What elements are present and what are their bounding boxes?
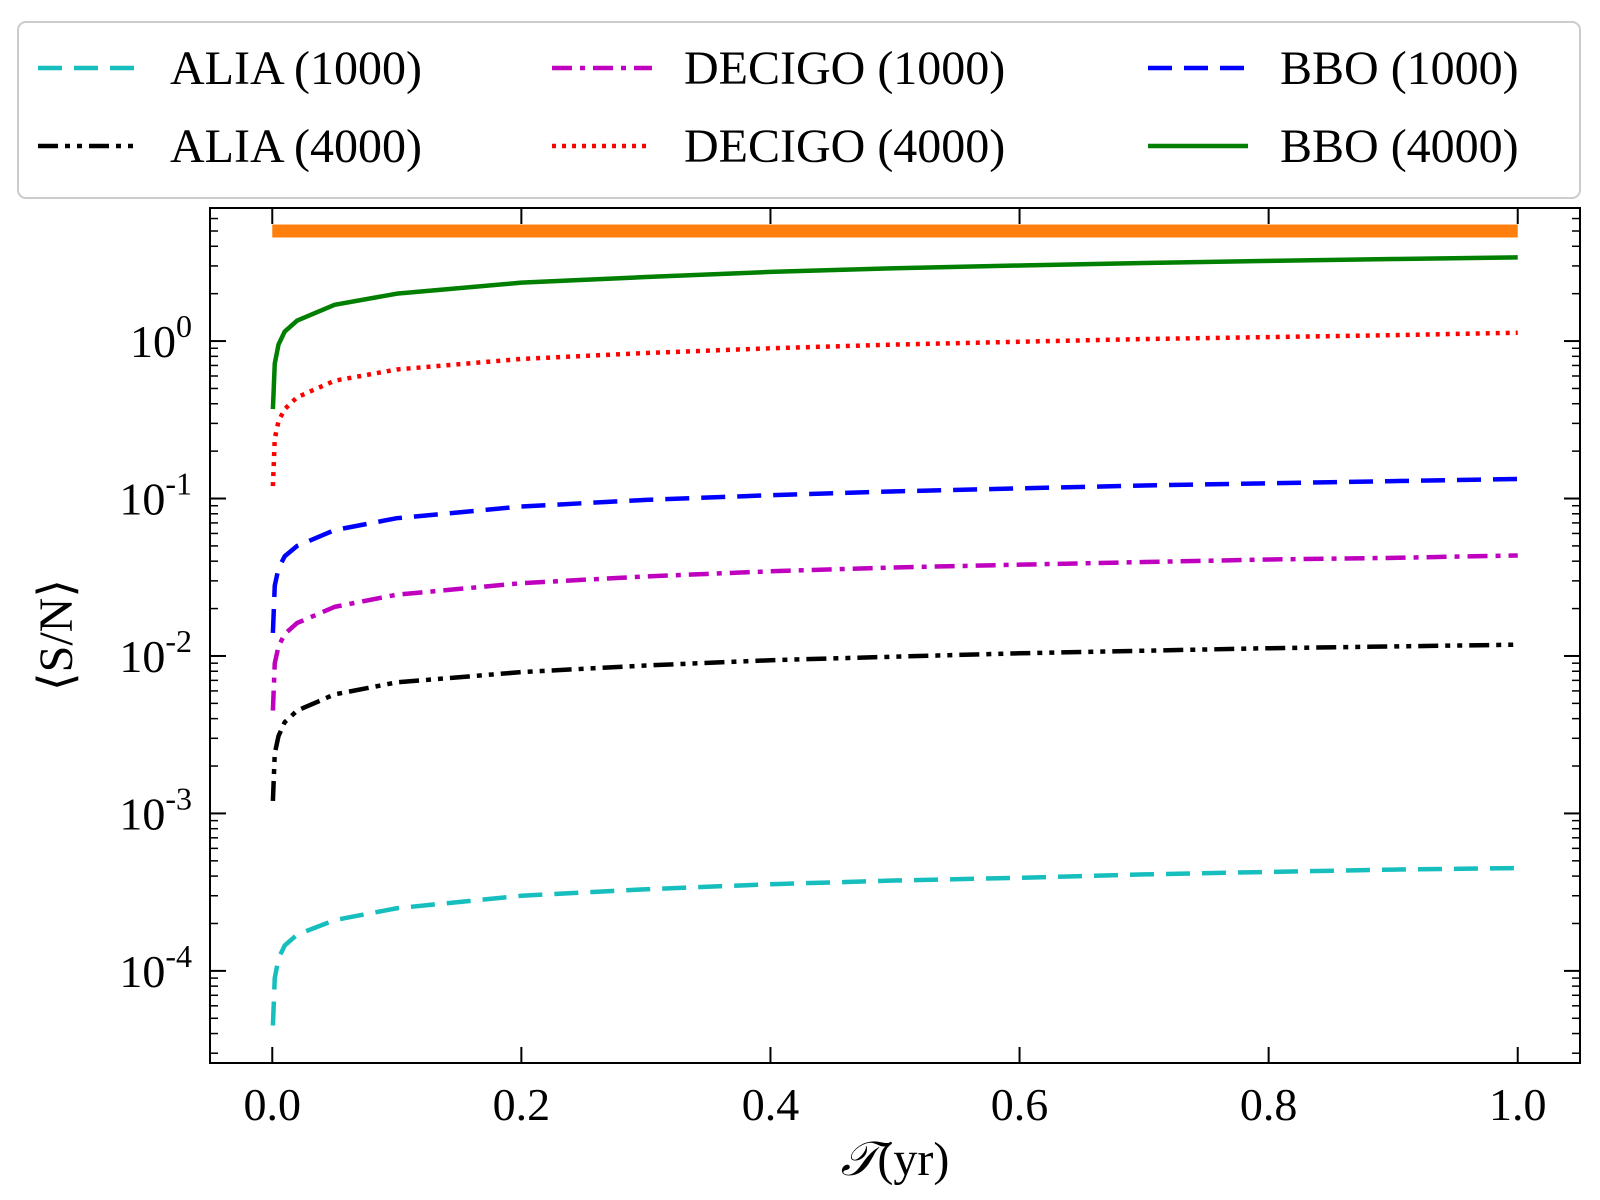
- x-tick-label: 0.0: [244, 1079, 302, 1130]
- y-axis-label: ⟨S/N⟩: [30, 579, 83, 691]
- y-tick-label: 10-2: [119, 623, 192, 682]
- y-tick-label: 10-1: [119, 466, 192, 525]
- series-line-2: [270, 553, 1518, 711]
- legend-label: ALIA (1000): [170, 42, 422, 95]
- legend-label: ALIA (4000): [170, 120, 422, 173]
- x-tick-label: 0.6: [991, 1079, 1049, 1130]
- legend-label: BBO (1000): [1280, 42, 1519, 95]
- x-tick-label: 1.0: [1489, 1079, 1547, 1130]
- series-line-4: [270, 476, 1518, 634]
- x-tick-label: 0.4: [742, 1079, 800, 1130]
- series-line-3: [270, 330, 1518, 487]
- y-tick-label: 100: [130, 308, 192, 367]
- legend-label: BBO (4000): [1280, 120, 1519, 173]
- series-line-1: [270, 642, 1518, 802]
- x-tick-label: 0.2: [493, 1079, 551, 1130]
- series-line-5: [270, 255, 1518, 410]
- y-tick-label: 10-4: [119, 938, 192, 997]
- legend-label: DECIGO (1000): [684, 42, 1005, 95]
- x-axis-unit: (yr): [877, 1133, 949, 1186]
- plot-frame: [209, 207, 1581, 1064]
- legend: ALIA (1000) ALIA (4000) DECIGO (1000) DECIG…: [17, 21, 1581, 199]
- x-tick-label: 0.8: [1240, 1079, 1298, 1130]
- legend-label: DECIGO (4000): [684, 120, 1005, 173]
- y-tick-label: 10-3: [119, 780, 192, 839]
- x-axis-label: 𝒯(yr): [841, 1131, 950, 1187]
- series-line-0: [270, 865, 1518, 1026]
